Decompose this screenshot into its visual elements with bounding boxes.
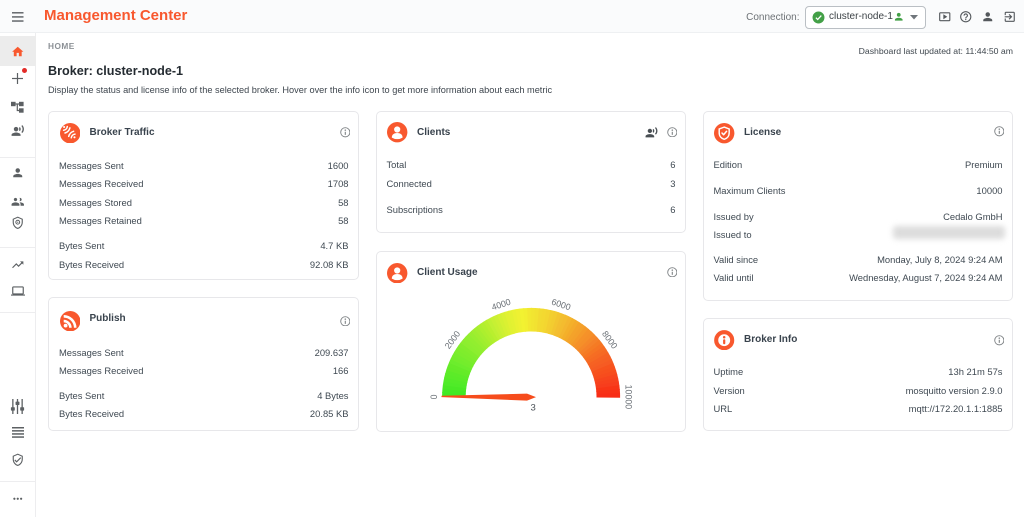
svg-text:4000: 4000 xyxy=(490,296,512,312)
svg-text:10000: 10000 xyxy=(623,384,633,409)
svg-text:0: 0 xyxy=(428,394,438,399)
svg-text:6000: 6000 xyxy=(550,296,572,312)
svg-text:3: 3 xyxy=(530,402,535,413)
